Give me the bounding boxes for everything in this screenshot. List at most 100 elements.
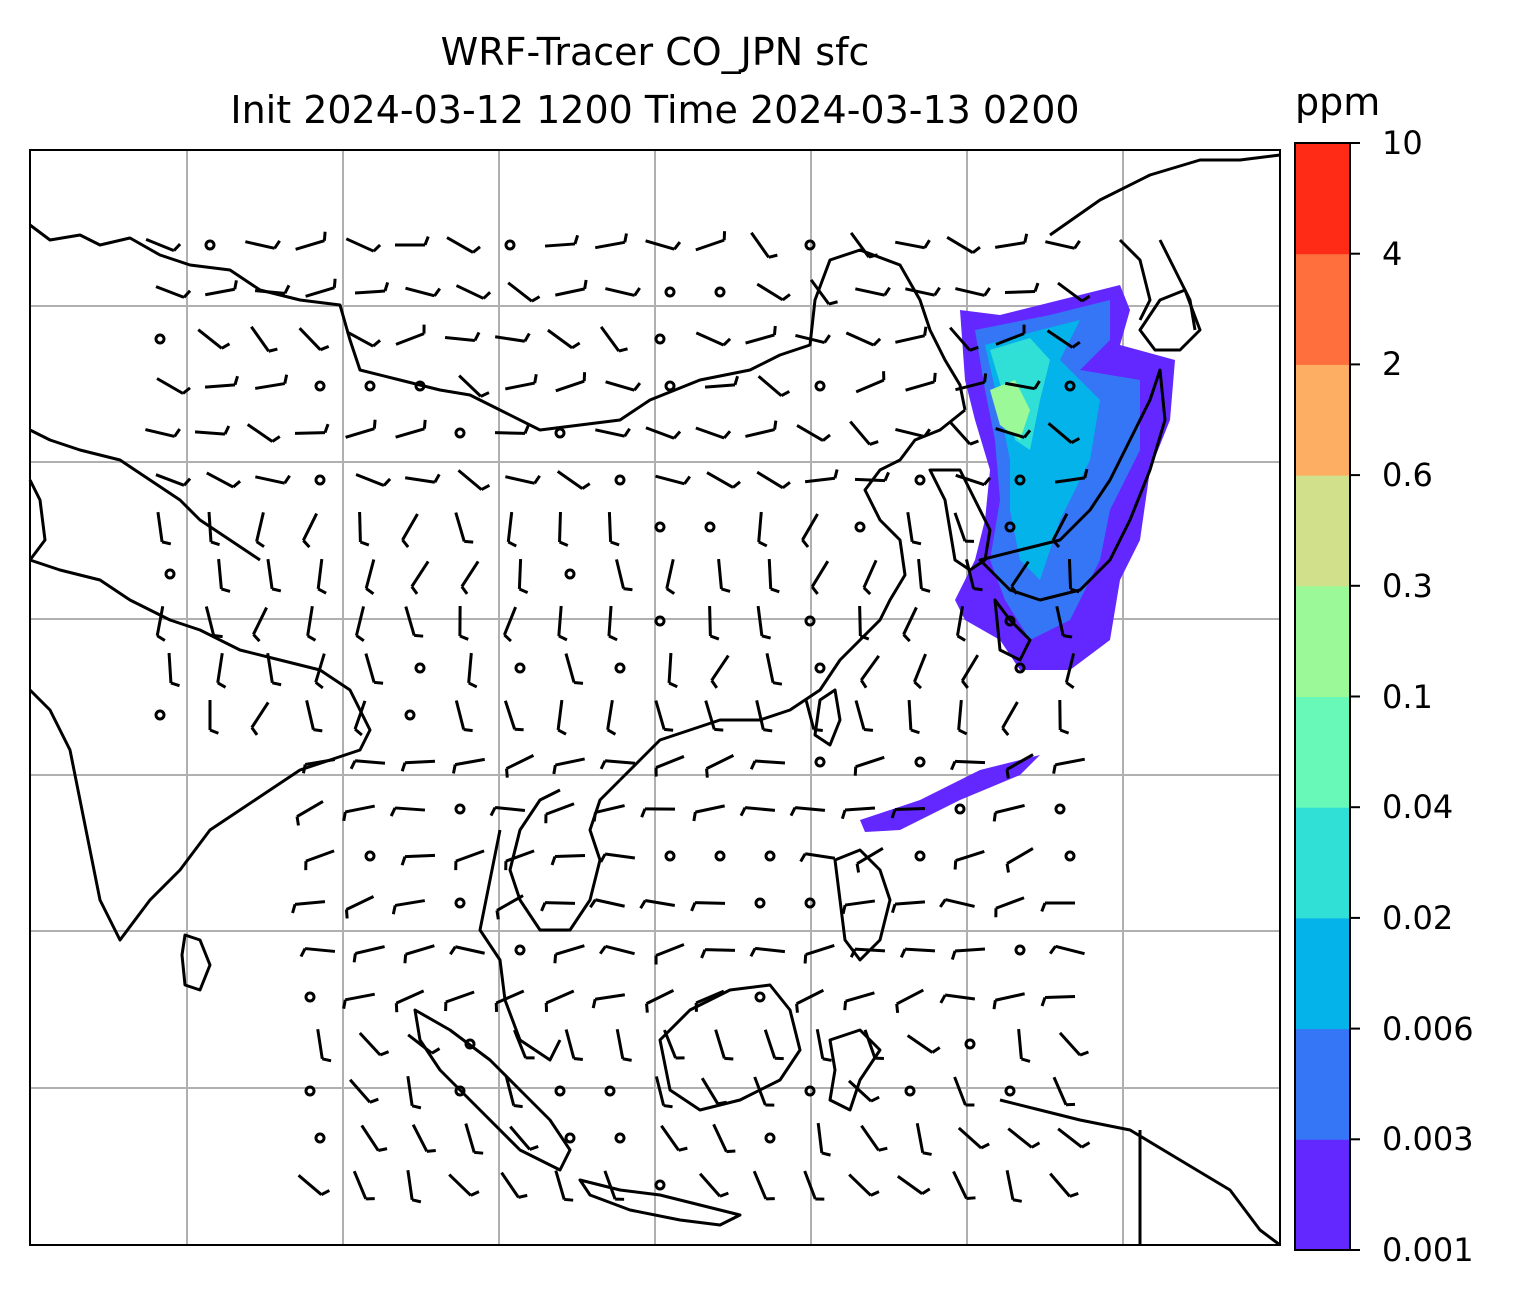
wind-barb (660, 1124, 688, 1152)
wind-barb (890, 806, 926, 819)
wind-barb (712, 1123, 736, 1154)
wind-barb (804, 700, 823, 733)
wind-barb (841, 899, 876, 915)
wind-barb (840, 806, 876, 820)
wind-barb (556, 470, 591, 490)
wind-barb (694, 989, 725, 1012)
wind-barb (995, 324, 1026, 346)
wind-barb (305, 700, 323, 733)
wind-barb (859, 654, 880, 689)
wind-barb (395, 324, 426, 346)
wind-barb (1005, 1169, 1023, 1203)
wind-barb (506, 511, 517, 548)
wind-barb (948, 420, 979, 446)
wind-barb (803, 944, 835, 964)
wind-barb (591, 993, 626, 1009)
wind-barb (767, 558, 780, 594)
wind-barb (1058, 1031, 1089, 1057)
wind-barb (953, 1076, 975, 1107)
calm-wind-marker (914, 474, 926, 486)
wind-barb (460, 560, 480, 595)
wind-barb (344, 895, 375, 919)
wind-barb (594, 233, 628, 250)
wind-barb (763, 1029, 784, 1061)
wind-barb (695, 231, 727, 252)
colorbar-tick-label: 4 (1382, 234, 1403, 273)
map-frame (29, 149, 1281, 1246)
wind-barb (304, 849, 335, 871)
wind-barb (1005, 753, 1034, 779)
calm-wind-marker (454, 427, 466, 439)
wind-barb (950, 759, 986, 771)
wind-barb (156, 377, 191, 395)
wind-barb (749, 946, 786, 958)
wind-barb (639, 899, 676, 910)
wind-barb (306, 605, 317, 642)
wind-barb (708, 605, 720, 641)
calm-wind-marker (1004, 1085, 1016, 1097)
wind-barb (698, 1172, 729, 1198)
wind-barb (592, 804, 625, 822)
calm-wind-marker (314, 1132, 326, 1144)
wind-barb (346, 330, 382, 348)
wind-barb (349, 759, 386, 770)
wind-barb (197, 328, 231, 350)
wind-barb (145, 428, 181, 438)
wind-barb (467, 652, 478, 689)
plume-peak (990, 380, 1030, 440)
wind-barb (902, 606, 918, 643)
wind-barb (401, 513, 419, 548)
wind-barb (1052, 757, 1086, 774)
wind-barb (345, 237, 382, 253)
wind-barb (1046, 329, 1081, 349)
wind-barb (155, 605, 166, 642)
wind-barb (605, 287, 641, 297)
wind-barb (804, 469, 839, 484)
wind-barb (513, 1029, 535, 1060)
wind-barb (291, 900, 326, 914)
wind-barb (354, 281, 390, 295)
wind-barb (550, 853, 586, 866)
wind-barb (206, 471, 242, 489)
wind-barb (952, 1170, 976, 1201)
wind-barb (254, 374, 289, 390)
wind-barb (1017, 1028, 1031, 1063)
calm-wind-marker (364, 380, 376, 392)
colorbar-segment (1295, 696, 1350, 808)
wind-barb (556, 699, 567, 736)
wind-barb (1005, 847, 1034, 873)
wind-barb (353, 700, 367, 737)
wind-barb (454, 849, 485, 871)
wind-barb (695, 426, 732, 440)
wind-barb (345, 419, 377, 439)
wind-barb (994, 896, 1025, 918)
wind-barb (505, 754, 535, 778)
wind-barb (704, 700, 724, 732)
calm-wind-marker (804, 1085, 816, 1097)
calm-wind-marker (314, 380, 326, 392)
wind-barb (449, 945, 485, 956)
wind-barb (917, 558, 931, 593)
colorbar-tick-label: 0.001 (1382, 1231, 1474, 1269)
colorbar-tick-label: 0.6 (1382, 456, 1433, 495)
wind-barb (801, 513, 819, 548)
wind-barb (605, 380, 642, 392)
calm-wind-marker (664, 286, 676, 298)
wind-barb (606, 699, 617, 736)
wind-barb (1047, 422, 1081, 445)
wind-barb (690, 901, 726, 912)
wind-barb (906, 1034, 941, 1054)
wind-barb (907, 699, 920, 735)
wind-barb (995, 427, 1032, 439)
wind-barb (654, 755, 685, 777)
wind-barb (1054, 468, 1089, 484)
wind-barb (755, 700, 773, 733)
wind-barb (1052, 1076, 1076, 1107)
wind-barb (489, 806, 526, 817)
colorbar-segment (1295, 364, 1350, 476)
calm-wind-marker (554, 1085, 566, 1097)
wind-barb (504, 373, 538, 391)
calm-wind-marker (654, 521, 666, 533)
colorbar-segment (1295, 1139, 1350, 1251)
wind-barb (960, 654, 980, 689)
